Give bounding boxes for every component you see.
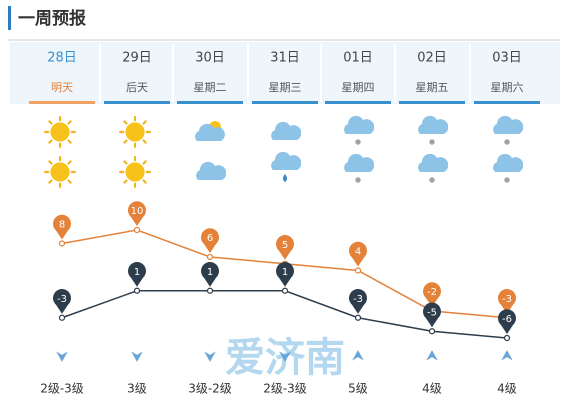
day-date: 01日 [343, 51, 373, 66]
pin-shape [128, 262, 146, 287]
weather-icons [44, 116, 523, 188]
title-bar [8, 6, 11, 30]
day-underline [29, 101, 95, 104]
temp-pin: 1 [128, 262, 146, 287]
pin-shape [200, 228, 219, 253]
day-underline [325, 101, 391, 104]
temp-point [58, 240, 66, 247]
temp-point [503, 334, 511, 342]
wind-level: 2级-3级 [263, 382, 307, 396]
pin-shape [276, 235, 294, 260]
temp-pin: 10 [128, 201, 146, 226]
wind-level: 3级 [127, 382, 147, 396]
day-label: 星期二 [194, 81, 227, 94]
temp-pin: 1 [200, 262, 219, 287]
day-date: 03日 [492, 51, 522, 66]
title: 一周预报 [18, 8, 86, 29]
pin-shape [423, 302, 441, 328]
temp-point [133, 287, 141, 294]
wind-level: 3级-2级 [188, 382, 232, 396]
day-label: 明天 [51, 81, 73, 94]
temp-point [133, 226, 141, 234]
temp-label: 1 [207, 267, 213, 278]
day-underline [399, 101, 465, 104]
pin-shape [128, 201, 146, 226]
temp-label: -3 [57, 294, 67, 305]
pin-shape [276, 262, 294, 287]
pin-shape [498, 289, 516, 314]
day-date: 30日 [195, 51, 225, 66]
temp-point [354, 267, 362, 274]
temp-pin: -3 [53, 289, 71, 314]
temp-pin: 4 [349, 241, 367, 267]
pin-shape [423, 282, 441, 307]
day-underline [104, 101, 170, 104]
temp-pin: -6 [498, 309, 516, 334]
wind-level: 2级-3级 [40, 382, 84, 396]
temp-label: -6 [502, 314, 512, 325]
pin-shape [53, 214, 71, 240]
day-date: 29日 [122, 51, 152, 66]
day-label: 星期六 [491, 81, 524, 94]
day-date: 02日 [417, 51, 447, 66]
temp-point [58, 314, 66, 321]
temp-pin: 5 [276, 235, 294, 260]
temp-label: 1 [134, 267, 140, 278]
day-underline [177, 101, 243, 104]
day-underline [252, 101, 318, 104]
temp-label: 5 [282, 240, 288, 251]
temp-pin: 6 [200, 228, 219, 253]
pin-shape [498, 309, 516, 334]
temp-pin: -2 [423, 282, 441, 307]
temp-point [281, 287, 289, 294]
day-label: 星期四 [342, 81, 375, 94]
temp-label: -3 [502, 294, 512, 305]
day-label: 星期三 [269, 81, 302, 94]
temp-point [206, 253, 214, 261]
day-date: 31日 [270, 51, 300, 66]
temp-label: 10 [131, 206, 144, 217]
temp-label: -2 [427, 287, 437, 298]
temp-pin: -3 [498, 289, 516, 314]
temp-label: -5 [427, 307, 437, 318]
wind-level: 4级 [497, 382, 517, 396]
day-label: 后天 [126, 81, 148, 94]
temp-label: 6 [207, 233, 213, 244]
day-header-bg [10, 42, 560, 104]
pin-shape [200, 262, 219, 287]
temp-pin: 8 [53, 214, 71, 240]
watermark: 爱济南 [225, 335, 345, 381]
pin-shape [53, 289, 71, 314]
pin-shape [349, 241, 367, 267]
temp-pin: -3 [349, 289, 367, 314]
day-label: 星期五 [416, 81, 449, 94]
temp-pin: -5 [423, 302, 441, 328]
temp-label: -3 [353, 294, 363, 305]
temp-label: 8 [59, 220, 65, 231]
temp-point [354, 314, 362, 321]
wind-level: 5级 [348, 382, 368, 396]
temp-point [428, 328, 436, 335]
wind-level: 4级 [422, 382, 442, 396]
temp-label: 1 [282, 267, 288, 278]
day-underline [474, 101, 540, 104]
pin-shape [349, 289, 367, 314]
day-date: 28日 [47, 51, 77, 66]
temp-label: 4 [355, 247, 361, 258]
temp-pin: 1 [276, 262, 294, 287]
temp-point [206, 287, 214, 294]
